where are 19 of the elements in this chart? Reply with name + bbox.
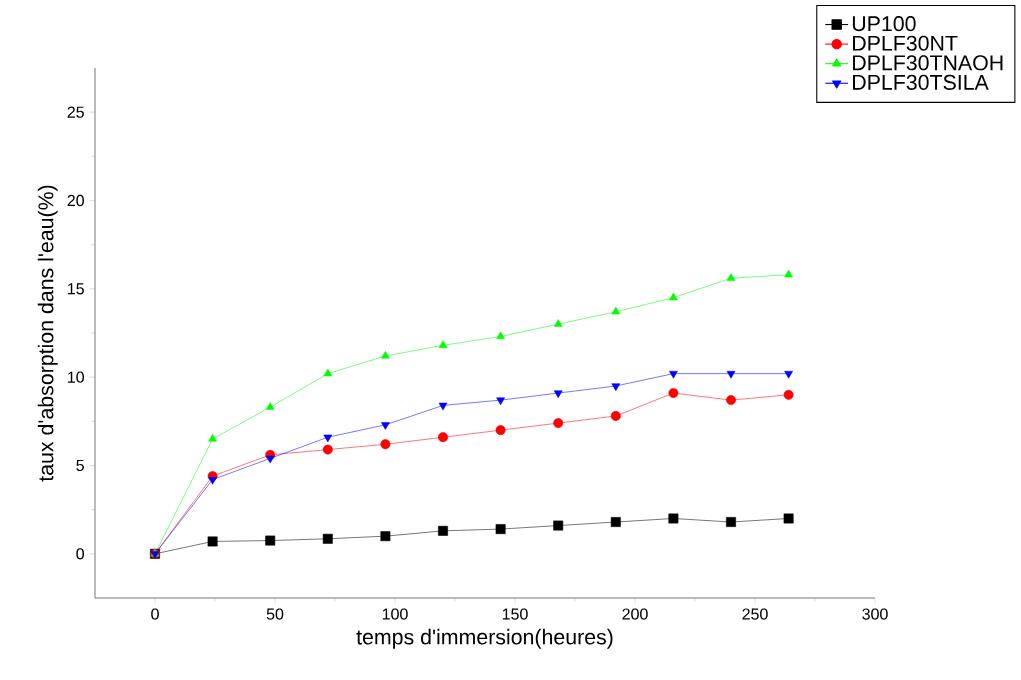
- x-tick-label: 200: [622, 608, 648, 620]
- x-tick-label: 100: [382, 608, 408, 620]
- x-tick-label: 300: [862, 608, 888, 620]
- legend-label: UP100: [852, 16, 916, 32]
- y-tick-label: 20: [67, 194, 84, 207]
- legend-label: DPLF30TNAOH: [853, 55, 1003, 71]
- x-tick-label: 250: [742, 608, 768, 620]
- x-tick-label: 50: [266, 608, 284, 620]
- y-tick-label: 0: [76, 548, 84, 560]
- x-axis-title: temps d'immersion(heures): [356, 628, 613, 649]
- legend-label: DPLF30NT: [853, 35, 958, 51]
- x-tick-label: 150: [502, 608, 528, 620]
- y-axis-title: taux d'absorption dans l'eau(%): [37, 185, 58, 482]
- y-tick-label: 25: [67, 106, 84, 118]
- y-tick-label: 10: [68, 371, 84, 383]
- y-tick-label: 15: [68, 283, 84, 295]
- legend-label: DPLF30TSILA: [853, 74, 989, 90]
- y-tick-label: 5: [76, 459, 84, 472]
- x-tick-label: 0: [151, 608, 159, 620]
